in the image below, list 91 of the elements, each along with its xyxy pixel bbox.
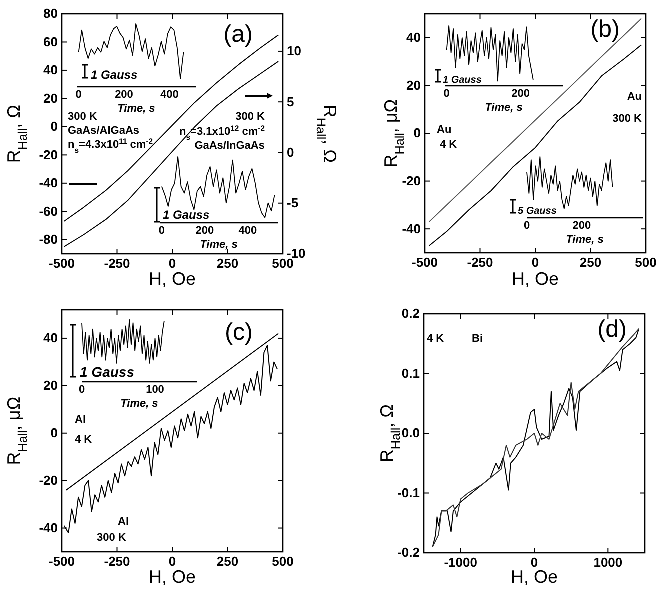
y-tick-label: 0.2 bbox=[402, 306, 420, 322]
y-tick-label: 0.0 bbox=[402, 426, 420, 441]
x-tick-label: 100 bbox=[146, 384, 164, 396]
x-tick-label: 250 bbox=[216, 554, 239, 570]
y-tick-label: -20 bbox=[39, 472, 58, 488]
x-tick-label: 0 bbox=[76, 88, 82, 101]
y-tick-label: 0 bbox=[50, 426, 58, 441]
annotation: 1 Gauss bbox=[91, 68, 138, 82]
x-tick-label: -500 bbox=[412, 255, 438, 270]
x-tick-label: 250 bbox=[216, 256, 239, 272]
annotation: 300 K bbox=[236, 111, 266, 123]
y-tick-label: 40 bbox=[44, 330, 58, 346]
x-tick-label: 0 bbox=[168, 256, 176, 272]
x-tick-label: 200 bbox=[115, 88, 134, 101]
annotation: Bi bbox=[472, 333, 483, 345]
y-tick-label: -20 bbox=[402, 173, 421, 188]
x-tick-label: 400 bbox=[238, 224, 258, 237]
line-series bbox=[428, 18, 642, 222]
y-tick-label: -80 bbox=[39, 232, 58, 248]
x-tick-label: 200 bbox=[512, 88, 530, 100]
y-tick-label: -60 bbox=[39, 204, 58, 219]
y-tick-label: 80 bbox=[44, 6, 58, 22]
x-axis-title: Time, s bbox=[485, 102, 523, 114]
x-tick-label: 250 bbox=[580, 255, 602, 270]
x-axis-title: H, Oe bbox=[148, 269, 196, 289]
annotation: GaAs/InGaAs bbox=[194, 140, 265, 152]
y-tick-label: 0 bbox=[414, 126, 421, 141]
y2-tick-label: 5 bbox=[287, 94, 294, 110]
annotation: Al bbox=[75, 414, 86, 426]
y-tick-label: 40 bbox=[406, 30, 421, 46]
annotation: 4 K bbox=[427, 333, 444, 345]
annotation: 5 Gauss bbox=[518, 206, 558, 217]
line-series bbox=[64, 345, 278, 534]
y2-tick-label: 0 bbox=[287, 144, 294, 160]
annotation: 1 Gauss bbox=[443, 75, 482, 86]
x-tick-label: 0 bbox=[168, 554, 176, 570]
y-tick-label: -20 bbox=[39, 147, 58, 162]
y-tick-label: 0 bbox=[50, 119, 58, 134]
x-axis-title: Time, s bbox=[566, 234, 604, 246]
x-tick-label: 1000 bbox=[594, 555, 623, 570]
y-tick-label: 20 bbox=[44, 378, 58, 394]
annotation: 4 K bbox=[440, 139, 458, 151]
x-axis-title: Time, s bbox=[200, 239, 238, 251]
x-tick-label: 200 bbox=[572, 220, 592, 232]
annotation: 4 K bbox=[75, 434, 92, 446]
x-tick-label: 0 bbox=[444, 88, 450, 100]
annotation: (d) bbox=[598, 316, 627, 343]
annotation: 1 Gauss bbox=[80, 364, 135, 380]
y-tick-label: -0.1 bbox=[398, 485, 420, 500]
annotation: Au bbox=[437, 124, 452, 136]
x-tick-label: 500 bbox=[272, 554, 294, 570]
annotation: n$_{s}$=4.3x10$^{11}$ cm$^{-2}$ bbox=[68, 136, 154, 154]
annotation: (b) bbox=[590, 16, 620, 43]
annotation: 1 Gauss bbox=[163, 208, 210, 222]
y-tick-label: 60 bbox=[44, 34, 58, 50]
y-tick-label: -40 bbox=[39, 520, 58, 536]
annotation: n$_{s}$=3.1x10$^{12}$ cm$^{-2}$ bbox=[180, 124, 265, 142]
annotation: 300 K bbox=[612, 113, 642, 125]
x-tick-label: -500 bbox=[48, 554, 76, 570]
x-tick-label: -250 bbox=[104, 256, 130, 272]
x-tick-label: 0 bbox=[532, 255, 540, 270]
x-tick-label: -1000 bbox=[444, 555, 478, 570]
annotation: (a) bbox=[224, 21, 253, 48]
x-tick-label: -250 bbox=[104, 554, 130, 570]
y-tick-label: 20 bbox=[44, 90, 58, 106]
y-tick-label: 20 bbox=[406, 78, 421, 93]
y-tick-label: -40 bbox=[402, 221, 421, 236]
y-tick-label: 40 bbox=[44, 62, 58, 78]
x-tick-label: -250 bbox=[467, 255, 494, 270]
x-tick-label: 200 bbox=[196, 224, 214, 237]
x-tick-label: -500 bbox=[48, 256, 76, 272]
x-tick-label: 400 bbox=[160, 88, 179, 101]
y-tick-label: -40 bbox=[39, 176, 58, 191]
x-axis-title: H, Oe bbox=[148, 567, 196, 587]
line-series bbox=[428, 44, 642, 246]
y-tick-label: 0.1 bbox=[402, 366, 420, 381]
annotation: (c) bbox=[225, 319, 253, 346]
x-axis-title: H, Oe bbox=[512, 269, 560, 289]
y2-tick-label: -5 bbox=[287, 196, 299, 211]
x-tick-label: 500 bbox=[635, 255, 657, 270]
annotation: 300 K bbox=[97, 532, 126, 544]
x-axis-title: Time, s bbox=[118, 103, 156, 115]
annotation: 300 K bbox=[68, 111, 98, 123]
x-tick-label: 0 bbox=[524, 220, 530, 232]
annotation: Au bbox=[627, 91, 642, 103]
x-tick-label: 0 bbox=[158, 224, 165, 237]
y-tick-label: -0.2 bbox=[398, 545, 420, 560]
y2-tick-label: 10 bbox=[287, 44, 302, 59]
annotation: GaAs/AlGaAs bbox=[68, 125, 140, 137]
annotation: Al bbox=[118, 516, 129, 528]
x-axis-title: Time, s bbox=[120, 398, 158, 410]
